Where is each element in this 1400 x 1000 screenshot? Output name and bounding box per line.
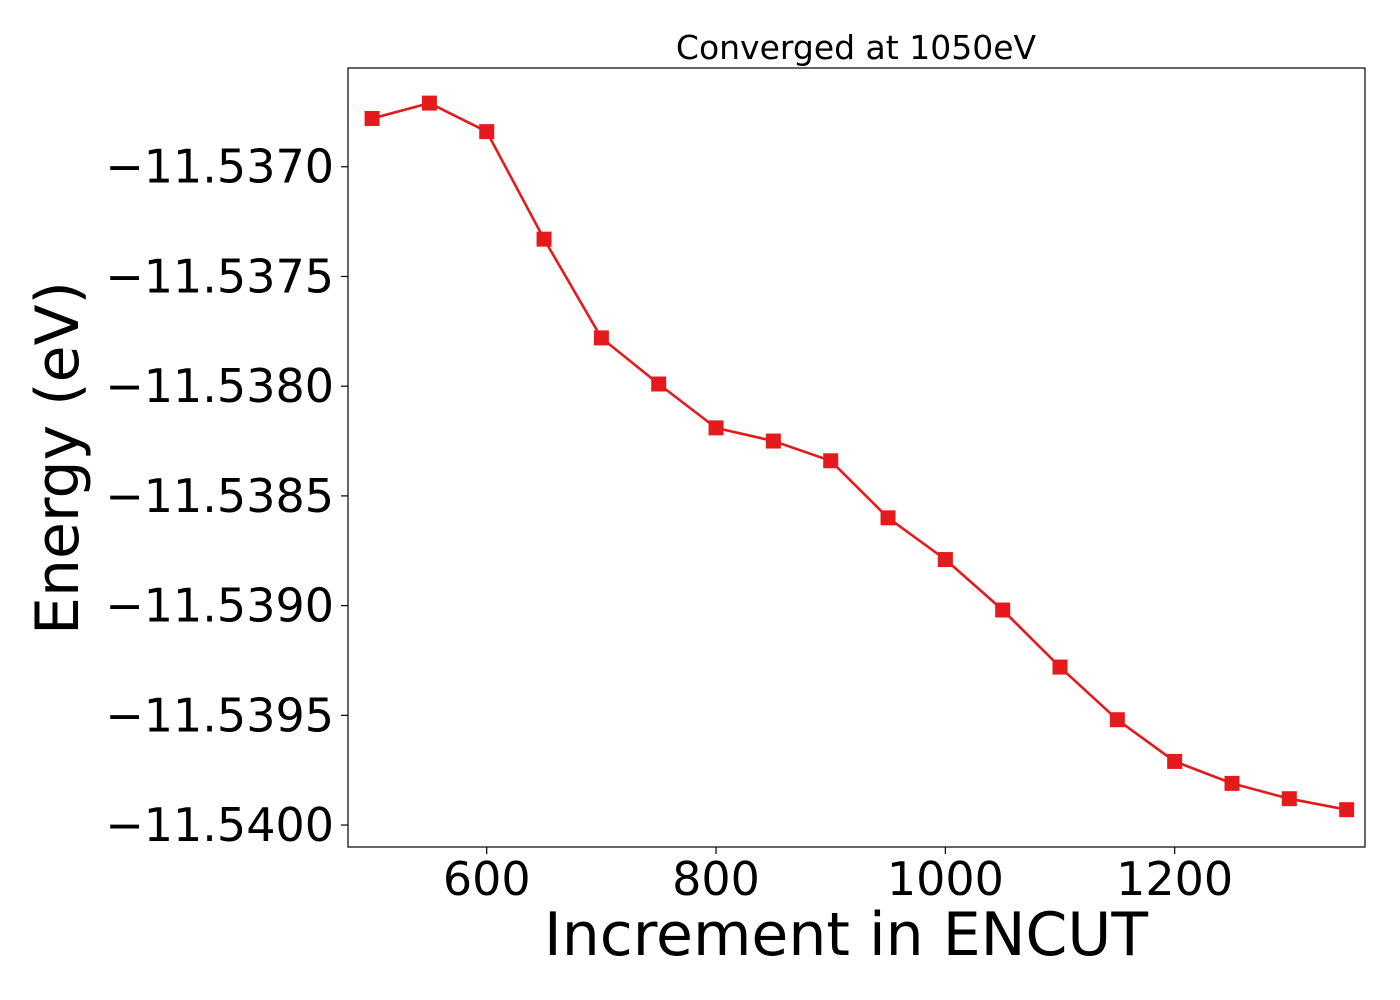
data-point-marker bbox=[995, 602, 1011, 618]
data-point-marker bbox=[1281, 791, 1297, 807]
y-axis-ticks: −11.5370 −11.5375 −11.5380 −11.5385 −11.5390… bbox=[105, 140, 348, 852]
data-point-marker bbox=[1052, 659, 1068, 675]
x-tick-label: 800 bbox=[672, 852, 760, 906]
y-tick-label: −11.5395 bbox=[105, 688, 334, 742]
y-tick-label: −11.5400 bbox=[105, 798, 334, 852]
x-tick-label: 1200 bbox=[1116, 852, 1233, 906]
data-point-marker bbox=[1339, 802, 1355, 818]
chart-title: Converged at 1050eV bbox=[676, 28, 1037, 67]
data-point-marker bbox=[765, 433, 781, 449]
data-point-marker bbox=[1109, 712, 1125, 728]
x-tick-label: 600 bbox=[443, 852, 531, 906]
data-point-marker bbox=[479, 124, 495, 140]
y-tick-label: −11.5375 bbox=[105, 249, 334, 303]
data-point-marker bbox=[364, 110, 380, 126]
data-point-marker bbox=[937, 552, 953, 568]
data-point-marker bbox=[1167, 753, 1183, 769]
y-tick-label: −11.5390 bbox=[105, 579, 334, 633]
plot-frame bbox=[347, 67, 1366, 848]
x-axis-label: Increment in ENCUT bbox=[544, 900, 1148, 970]
data-point-marker bbox=[880, 510, 896, 526]
data-point-marker bbox=[421, 95, 437, 111]
series-line bbox=[371, 101, 1347, 811]
data-point-marker bbox=[1224, 775, 1240, 791]
data-point-marker bbox=[708, 420, 724, 436]
y-tick-label: −11.5370 bbox=[105, 140, 334, 194]
x-axis-ticks: 600 800 1000 1200 bbox=[443, 847, 1233, 906]
y-axis-label: Energy (eV) bbox=[23, 281, 93, 635]
y-tick-label: −11.5385 bbox=[105, 469, 334, 523]
data-point-marker bbox=[593, 330, 609, 346]
data-point-marker bbox=[536, 231, 552, 247]
y-tick-label: −11.5380 bbox=[105, 359, 334, 413]
x-tick-label: 1000 bbox=[887, 852, 1004, 906]
series-layer bbox=[364, 95, 1355, 818]
data-point-marker bbox=[823, 453, 839, 469]
data-point-marker bbox=[651, 376, 667, 392]
